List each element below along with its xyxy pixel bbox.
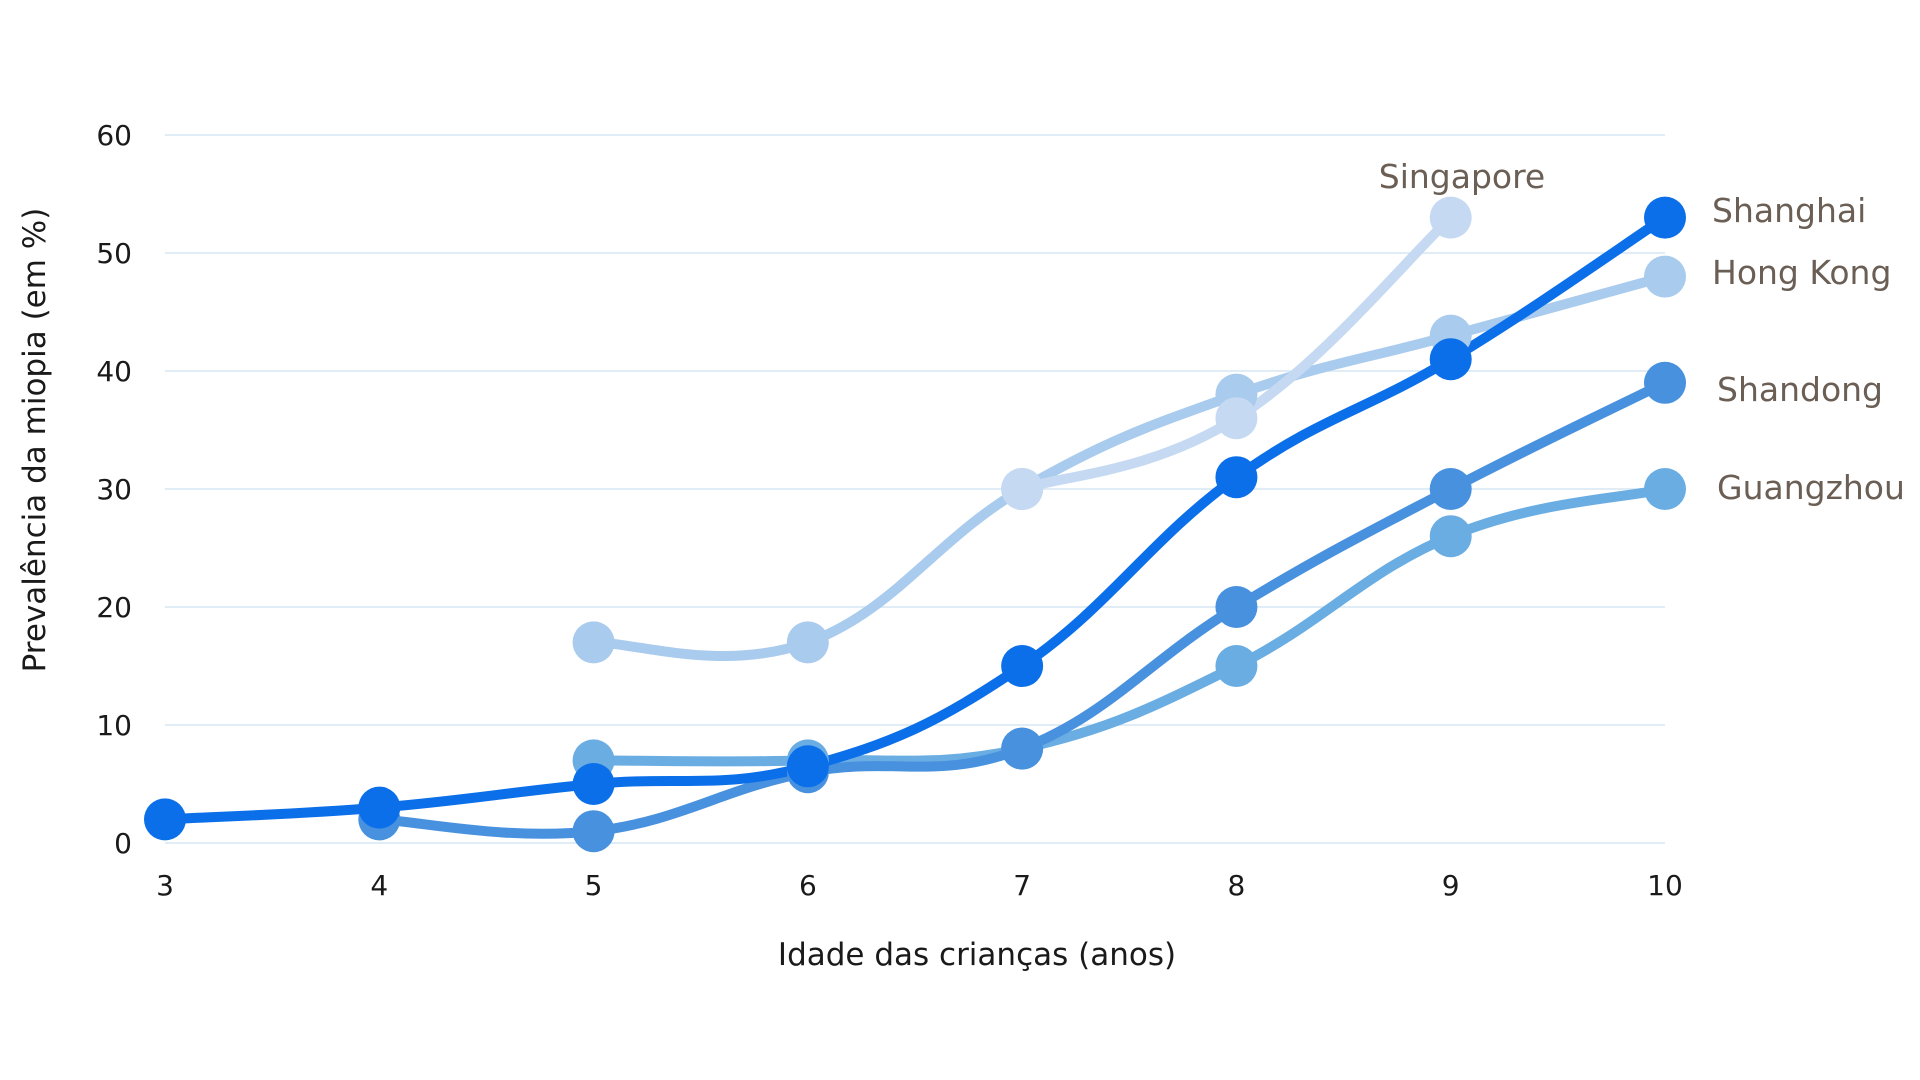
y-tick-label: 60 — [96, 119, 132, 152]
y-tick-label: 30 — [96, 473, 132, 506]
data-point-shandong-9 — [1429, 468, 1472, 510]
data-point-shanghai-3 — [144, 798, 186, 841]
data-point-singapore-9 — [1429, 196, 1472, 239]
x-tick-label: 3 — [156, 869, 174, 902]
x-axis-ticks: 3 4 5 6 7 8 9 10 — [156, 869, 1683, 902]
data-point-shanghai-8 — [1215, 456, 1258, 499]
data-point-shandong-7 — [1001, 727, 1044, 770]
series-label-shanghai: Shanghai — [1712, 191, 1866, 230]
x-tick-label: 7 — [1013, 869, 1031, 902]
data-point-shanghai-6 — [786, 745, 829, 788]
x-axis-title: Idade das crianças (anos) — [778, 937, 1176, 973]
data-point-shanghai-7 — [1001, 645, 1044, 687]
x-tick-label: 4 — [370, 869, 388, 902]
series-labels: Hong Kong Singapore Guangzhou Shandong Shang… — [1379, 157, 1905, 507]
series-line-guangzhou — [588, 484, 1670, 767]
data-point-shanghai-4 — [358, 786, 401, 829]
series-label-hong-kong: Hong Kong — [1712, 253, 1891, 292]
x-tick-label: 10 — [1647, 869, 1683, 902]
y-tick-label: 20 — [96, 591, 132, 624]
data-point-shanghai-9 — [1429, 338, 1472, 381]
data-point-shandong-8 — [1215, 586, 1258, 628]
data-point-singapore-7 — [1001, 468, 1044, 510]
y-tick-label: 50 — [96, 237, 132, 270]
y-tick-label: 0 — [114, 827, 132, 860]
x-tick-label: 8 — [1228, 869, 1246, 902]
grid — [165, 134, 1665, 844]
x-tick-label: 6 — [799, 869, 817, 902]
series-points — [144, 196, 1686, 853]
data-point-guangzhou-8 — [1215, 645, 1258, 687]
x-tick-label: 5 — [585, 869, 603, 902]
data-point-singapore-8 — [1215, 397, 1258, 440]
series-line-hong-kong — [588, 271, 1670, 662]
series-label-shandong: Shandong — [1717, 370, 1883, 409]
data-point-shandong-10 — [1644, 361, 1686, 404]
series-label-singapore: Singapore — [1379, 157, 1545, 196]
y-tick-label: 10 — [96, 709, 132, 742]
data-point-shandong-5 — [572, 810, 615, 853]
data-point-guangzhou-10 — [1644, 468, 1686, 510]
data-point-hong-kong-5 — [572, 621, 615, 664]
series-label-guangzhou: Guangzhou — [1717, 468, 1905, 507]
data-point-hong-kong-6 — [786, 621, 829, 664]
y-axis-title: Prevalência da miopia (em %) — [17, 208, 53, 673]
y-tick-label: 40 — [96, 355, 132, 388]
data-point-shanghai-5 — [572, 763, 615, 805]
data-point-shanghai-10 — [1644, 196, 1686, 239]
x-tick-label: 9 — [1442, 869, 1460, 902]
data-point-hong-kong-10 — [1644, 255, 1686, 298]
data-point-guangzhou-9 — [1429, 515, 1472, 558]
y-axis-ticks: 0 10 20 30 40 50 60 — [96, 119, 132, 860]
